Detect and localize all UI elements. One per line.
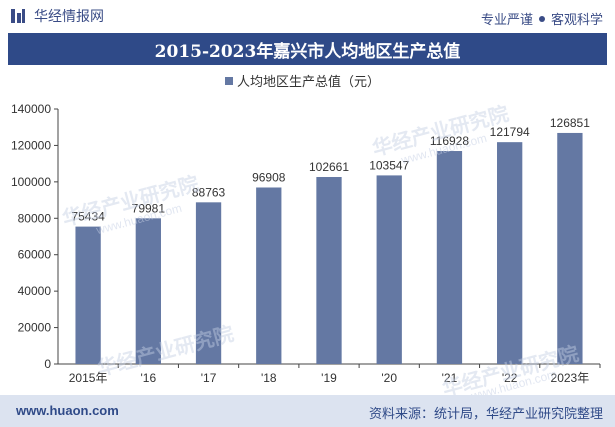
x-tick-label: '19 (321, 371, 337, 385)
tagline-left: 专业严谨 (480, 12, 533, 27)
y-tick-label: 120000 (11, 138, 51, 152)
top-bar: 华经情报网 专业严谨 客观科学 (0, 0, 615, 32)
data-label: 102661 (309, 160, 349, 174)
bar (195, 202, 222, 364)
footer-site: www.huaon.com (16, 403, 119, 418)
data-label: 88763 (192, 185, 226, 199)
bar (316, 177, 342, 364)
tagline: 专业严谨 客观科学 (481, 9, 603, 28)
x-tick-label: '21 (442, 371, 458, 385)
chart-area: 人均地区生产总值（元） 0 20000 40000 60000 80000 100000 12… (0, 65, 615, 395)
footer: www.huaon.com 资料来源：统计局，华经产业研究院整理 (0, 395, 615, 427)
chart-title: 2015-2023年嘉兴市人均地区生产总值 (8, 33, 607, 65)
x-tick-label: '16 (141, 371, 157, 385)
x-tick-label: '20 (381, 371, 397, 385)
bar (436, 151, 463, 364)
bar (557, 132, 583, 364)
data-label: 103547 (369, 158, 409, 172)
x-tick-label: 2015年 (69, 371, 108, 385)
y-tick-label: 60000 (18, 248, 52, 262)
bar (497, 142, 523, 364)
y-tick-label: 0 (44, 357, 51, 371)
brand: 华经情报网 (10, 7, 104, 25)
x-tick-label: '22 (502, 371, 518, 385)
data-label: 75434 (71, 210, 105, 224)
x-tick-label: '17 (201, 371, 217, 385)
bar-chart: 人均地区生产总值（元） 0 20000 40000 60000 80000 100000 12… (11, 74, 601, 385)
data-label: 96908 (252, 170, 286, 184)
x-tick-label: 2023年 (551, 371, 590, 385)
bar (256, 187, 282, 364)
x-tick-label: '18 (261, 371, 277, 385)
legend-swatch (225, 77, 233, 85)
tagline-right: 客观科学 (550, 12, 603, 27)
y-tick-label: 100000 (11, 175, 51, 189)
bar (135, 218, 161, 364)
bar (376, 175, 402, 364)
data-label: 126851 (550, 116, 590, 130)
y-tick-label: 80000 (18, 211, 52, 225)
bar (75, 226, 101, 364)
footer-source: 资料来源：统计局，华经产业研究院整理 (368, 406, 603, 421)
data-label: 121794 (490, 125, 530, 139)
y-tick-label: 140000 (11, 102, 51, 116)
y-tick-label: 40000 (18, 284, 52, 298)
y-tick-label: 20000 (18, 321, 52, 335)
logo-icon (10, 8, 26, 24)
data-label: 116928 (430, 134, 469, 148)
data-label: 79981 (132, 201, 166, 215)
brand-name: 华经情报网 (34, 8, 104, 24)
bullet-dot-icon (538, 15, 545, 22)
legend-label: 人均地区生产总值（元） (237, 74, 380, 89)
